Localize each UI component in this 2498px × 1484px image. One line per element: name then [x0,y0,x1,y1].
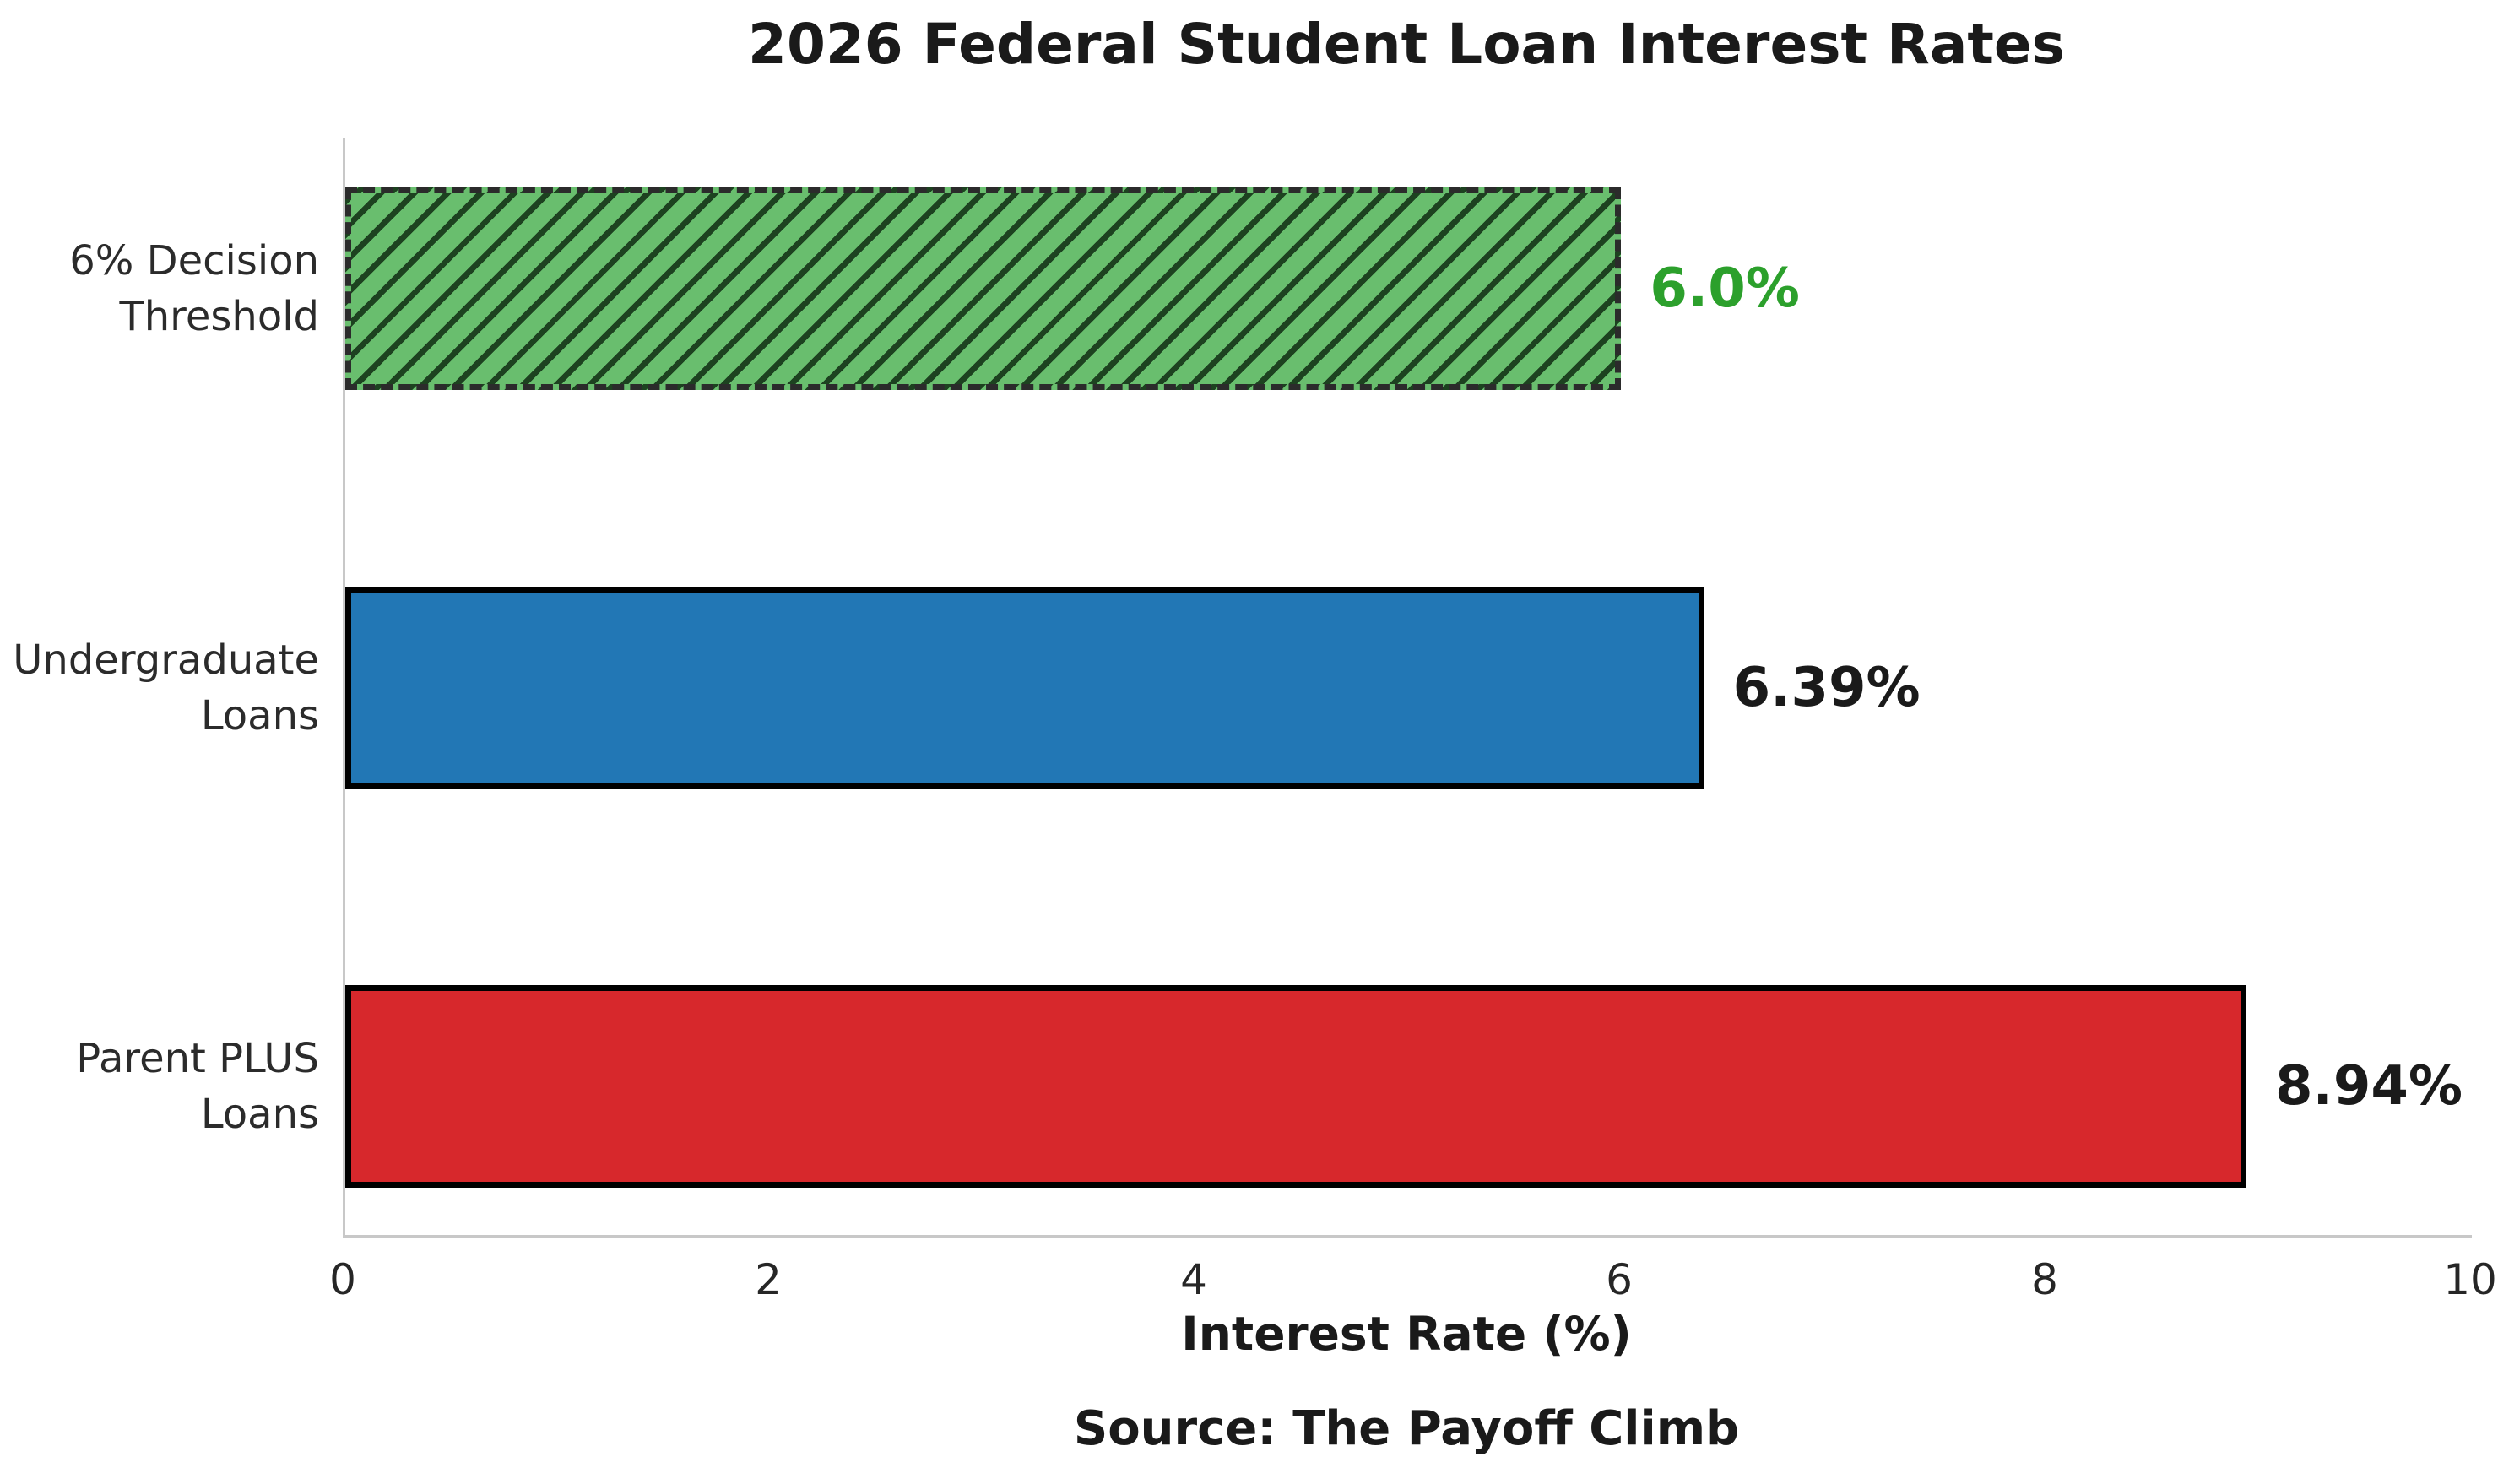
x-axis-ticks: 0 2 4 6 8 10 [329,1255,2497,1306]
x-tick-label: 0 [329,1255,356,1304]
bar-decision-threshold [345,187,1622,390]
x-tick-label: 10 [2443,1255,2497,1304]
bar-row-undergraduate: 6.39% [345,587,2472,789]
x-tick-label: 4 [1180,1255,1207,1304]
category-label-line: 6% Decision [69,237,319,284]
bar-parent-plus-loans [345,985,2246,1188]
category-label-parent-plus: Parent PLUS Loans [0,1031,319,1142]
value-label-threshold: 6.0% [1650,257,1800,320]
x-tick-label: 8 [2031,1255,2058,1304]
x-tick-label: 2 [755,1255,782,1304]
category-label-line: Undergraduate [13,636,319,684]
category-label-line: Threshold [119,293,319,340]
plot-area: 6.0% 6.39% 8.94% [343,138,2472,1238]
x-axis-label: Interest Rate (%) [1181,1307,1632,1361]
category-label-undergraduate: Undergraduate Loans [0,632,319,744]
bar-row-parent-plus: 8.94% [345,985,2472,1188]
x-tick-label: 6 [1606,1255,1633,1304]
value-label-undergraduate: 6.39% [1732,657,1921,719]
category-label-threshold: 6% Decision Threshold [0,233,319,344]
bar-row-threshold: 6.0% [345,187,2472,390]
source-caption: Source: The Payoff Climb [1073,1401,1740,1456]
bar-undergraduate-loans [345,587,1704,789]
value-label-parent-plus: 8.94% [2274,1055,2463,1118]
category-label-line: Loans [200,1091,319,1138]
chart-title: 2026 Federal Student Loan Interest Rates [748,12,2065,77]
category-label-line: Loans [200,692,319,739]
category-label-line: Parent PLUS [76,1035,319,1082]
